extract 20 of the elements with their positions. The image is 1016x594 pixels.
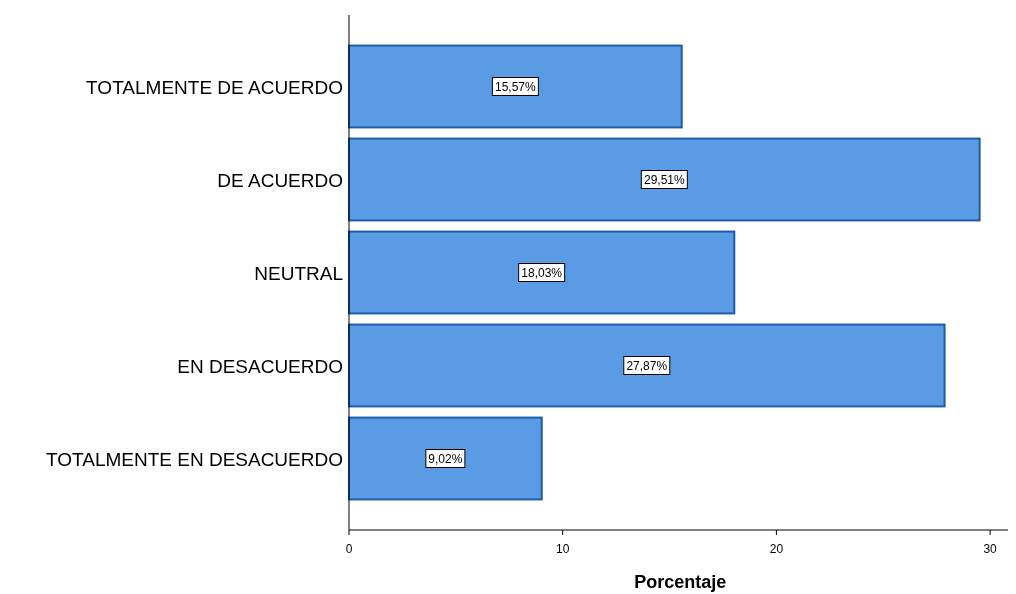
x-tick-label: 30 (983, 542, 998, 556)
data-label: 15,57% (495, 79, 537, 94)
data-label: 9,02% (428, 451, 463, 466)
bar (348, 44, 683, 129)
x-axis-title: Porcentaje (634, 572, 727, 592)
data-label: 27,87% (626, 358, 668, 373)
data-label: 29,51% (643, 172, 685, 187)
bar (348, 137, 981, 222)
x-tick-label: 10 (556, 542, 570, 556)
bar (348, 323, 946, 408)
bar (348, 416, 543, 501)
x-tick-label: 20 (769, 542, 784, 556)
x-tick-label: 0 (345, 542, 353, 556)
y-tick-label: TOTALMENTE DE ACUERDO (86, 76, 343, 98)
y-tick-label: EN DESACUERDO (177, 355, 343, 377)
y-tick-label: NEUTRAL (254, 262, 343, 284)
y-tick-label: TOTALMENTE EN DESACUERDO (45, 448, 343, 470)
data-label: 18,03% (521, 265, 563, 280)
y-tick-label: DE ACUERDO (217, 169, 343, 191)
bar (348, 230, 736, 315)
